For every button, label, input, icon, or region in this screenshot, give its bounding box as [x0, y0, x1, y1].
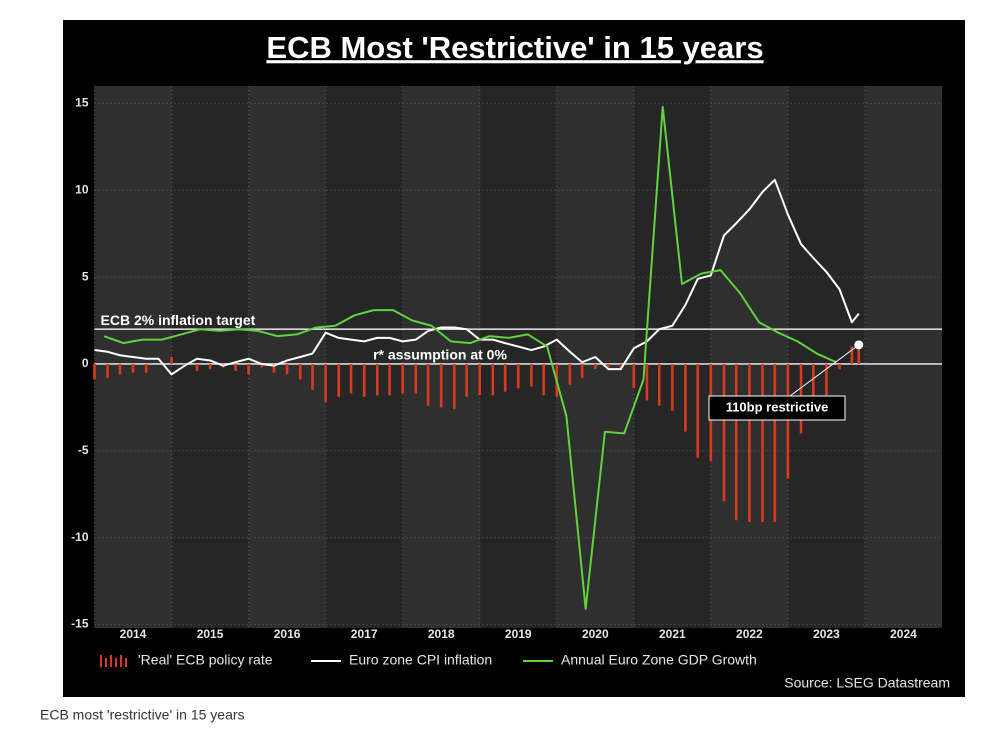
caption: ECB most 'restrictive' in 15 years: [40, 707, 245, 723]
legend-swatch: [100, 655, 102, 667]
x-tick-label: 2023: [813, 627, 840, 641]
bar: [311, 363, 314, 391]
bar: [414, 363, 418, 394]
bar: [812, 363, 815, 415]
year-band: [710, 86, 788, 628]
callout-label: 110bp restrictive: [726, 399, 829, 414]
y-tick-label: -10: [71, 530, 89, 544]
chart-title: ECB Most 'Restrictive' in 15 years: [266, 30, 763, 65]
x-tick-label: 2018: [428, 627, 455, 641]
bar: [684, 363, 687, 432]
year-band: [864, 86, 942, 628]
bar: [491, 363, 495, 396]
x-tick-label: 2022: [736, 627, 763, 641]
bar: [850, 346, 854, 364]
bar: [272, 363, 276, 373]
bar: [93, 363, 96, 380]
bar: [632, 363, 636, 389]
bar: [439, 363, 443, 408]
bar: [478, 363, 482, 396]
y-tick-label: 15: [75, 96, 89, 110]
x-tick-label: 2015: [197, 627, 224, 641]
bar: [503, 363, 507, 392]
bar: [144, 363, 148, 373]
callout-box: [708, 395, 846, 421]
line: [103, 105, 837, 610]
bar: [388, 363, 391, 396]
bar: [375, 363, 379, 396]
bar: [426, 363, 430, 406]
bar: [170, 357, 173, 364]
legend-swatch: [125, 658, 127, 667]
legend-label: Annual Euro Zone GDP Growth: [561, 652, 757, 668]
bar: [825, 363, 828, 396]
bar: [619, 363, 623, 368]
bar: [761, 363, 764, 523]
plot-background: [94, 86, 942, 628]
bar: [337, 363, 341, 397]
bar: [362, 363, 366, 397]
callout-dot: [854, 340, 864, 350]
bar: [568, 363, 572, 385]
x-tick-label: 2021: [659, 627, 686, 641]
bar: [516, 363, 520, 389]
bar: [530, 363, 533, 387]
bar: [671, 363, 674, 411]
bar: [106, 363, 109, 378]
bar: [838, 363, 841, 370]
bar: [786, 363, 790, 479]
bar: [234, 363, 237, 371]
y-tick-label: -5: [78, 443, 89, 457]
bar: [645, 363, 649, 401]
bar: [607, 363, 610, 368]
legend-swatch: [120, 655, 122, 667]
bar: [324, 363, 327, 403]
bar: [857, 344, 861, 364]
bar: [208, 363, 212, 370]
bar: [542, 363, 545, 396]
bar: [696, 363, 700, 458]
bar: [580, 363, 584, 378]
callout-connector: [789, 344, 860, 397]
y-tick-label: 10: [75, 182, 89, 196]
bar: [131, 363, 135, 373]
bar: [349, 363, 353, 394]
bar: [285, 363, 289, 375]
legend-swatch: [115, 658, 117, 667]
legend-swatch: [105, 658, 107, 667]
bar: [722, 363, 726, 502]
bar: [453, 363, 456, 410]
bar: [773, 363, 777, 523]
bar: [593, 363, 597, 370]
bar: [298, 363, 302, 380]
bar: [465, 363, 468, 397]
y-tick-label: 5: [82, 269, 89, 283]
plot-area: [93, 86, 942, 628]
x-tick-label: 2016: [274, 627, 301, 641]
y-tick-label: -15: [71, 617, 89, 631]
bar: [657, 363, 661, 406]
bar: [118, 363, 122, 375]
bar: [195, 363, 199, 371]
legend-swatch: [110, 655, 112, 667]
y-tick-label: 0: [82, 356, 89, 370]
year-band: [248, 86, 326, 628]
x-tick-label: 2020: [582, 627, 609, 641]
reference-label: ECB 2% inflation target: [101, 312, 256, 328]
x-tick-label: 2017: [351, 627, 378, 641]
bar: [748, 363, 751, 523]
bar: [401, 363, 404, 394]
bar: [260, 363, 263, 368]
legend-label: 'Real' ECB policy rate: [138, 652, 273, 668]
x-tick-label: 2024: [890, 627, 917, 641]
bar: [734, 363, 738, 521]
x-tick-label: 2014: [120, 627, 147, 641]
reference-label: r* assumption at 0%: [373, 347, 507, 363]
x-tick-label: 2019: [505, 627, 532, 641]
source: Source: LSEG Datastream: [784, 675, 950, 691]
bar: [247, 363, 250, 375]
legend-label: Euro zone CPI inflation: [349, 652, 492, 668]
